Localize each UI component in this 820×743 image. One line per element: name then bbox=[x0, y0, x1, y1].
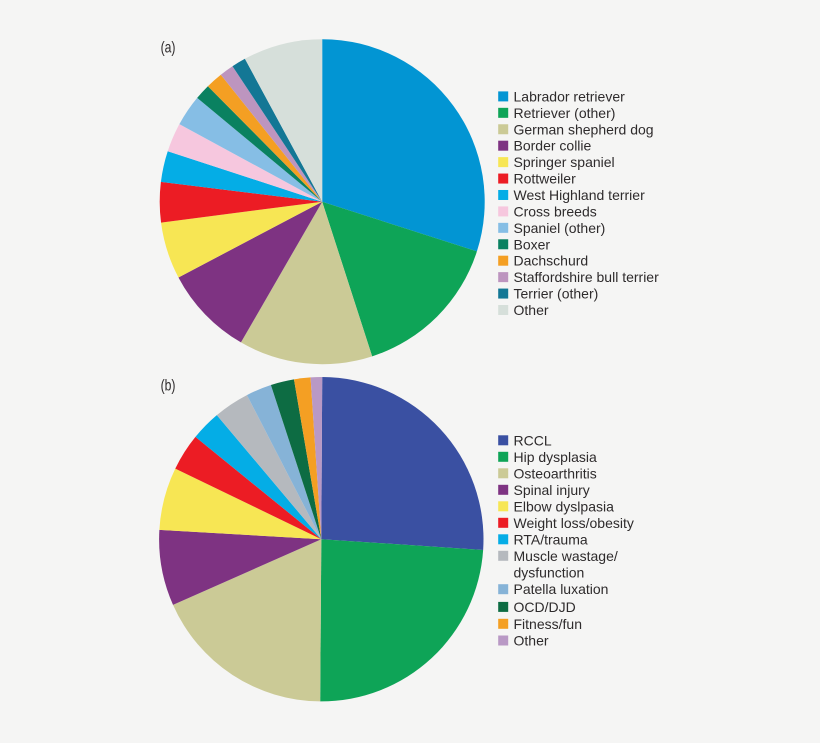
svg-text:Dachschurd: Dachschurd bbox=[514, 253, 589, 269]
svg-text:(a): (a) bbox=[161, 39, 176, 56]
svg-text:Hip dysplasia: Hip dysplasia bbox=[514, 449, 597, 465]
svg-text:German shepherd dog: German shepherd dog bbox=[514, 121, 654, 137]
svg-text:Boxer: Boxer bbox=[514, 236, 551, 252]
svg-text:West Highland terrier: West Highland terrier bbox=[514, 187, 646, 203]
svg-text:Springer spaniel: Springer spaniel bbox=[514, 154, 615, 170]
svg-text:Terrier (other): Terrier (other) bbox=[514, 286, 599, 302]
svg-text:Rottweiler: Rottweiler bbox=[514, 171, 577, 187]
svg-text:Cross breeds: Cross breeds bbox=[514, 203, 597, 219]
svg-text:(b): (b) bbox=[161, 378, 176, 395]
svg-text:Labrador retriever: Labrador retriever bbox=[514, 88, 626, 104]
svg-text:Other: Other bbox=[514, 633, 549, 649]
svg-text:Border collie: Border collie bbox=[514, 138, 592, 154]
svg-text:RTA/trauma: RTA/trauma bbox=[514, 531, 588, 547]
svg-text:dysfunction: dysfunction bbox=[514, 564, 585, 580]
svg-text:Spaniel (other): Spaniel (other) bbox=[514, 220, 606, 236]
svg-text:Spinal injury: Spinal injury bbox=[514, 482, 590, 498]
svg-text:Patella luxation: Patella luxation bbox=[514, 581, 609, 597]
svg-text:OCD/DJD: OCD/DJD bbox=[514, 599, 576, 615]
svg-text:Other: Other bbox=[514, 302, 549, 318]
svg-text:RCCL: RCCL bbox=[514, 432, 552, 448]
svg-text:Retriever (other): Retriever (other) bbox=[514, 105, 616, 121]
svg-text:Elbow dyslpasia: Elbow dyslpasia bbox=[514, 498, 615, 514]
svg-text:Fitness/fun: Fitness/fun bbox=[514, 616, 582, 632]
svg-text:Staffordshire bull terrier: Staffordshire bull terrier bbox=[514, 269, 660, 285]
svg-text:Weight loss/obesity: Weight loss/obesity bbox=[514, 515, 634, 531]
svg-text:Muscle wastage/: Muscle wastage/ bbox=[514, 548, 618, 564]
svg-text:Osteoarthritis: Osteoarthritis bbox=[514, 465, 597, 481]
